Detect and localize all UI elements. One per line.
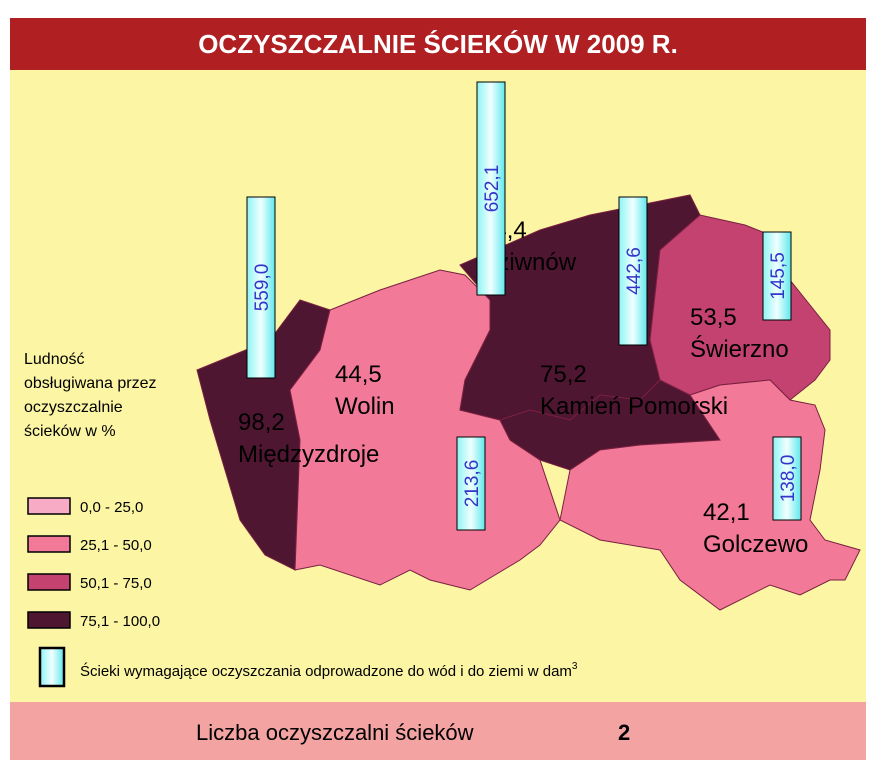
bar-value: 213,6 [462, 460, 483, 508]
region-name: Golczewo [703, 531, 808, 558]
bar-value: 652,1 [482, 165, 503, 213]
bar [476, 81, 506, 296]
bar-value: 442,6 [624, 247, 645, 295]
region-value: 53,5 [690, 304, 737, 331]
note-sup: 3 [572, 661, 578, 672]
bar-value: 559,0 [252, 264, 273, 312]
legend-label: 0,0 - 25,0 [80, 499, 143, 516]
legend-label: 75,1 - 100,0 [80, 613, 160, 630]
region-value: 44,5 [335, 361, 382, 388]
region-value: 42,1 [703, 499, 750, 526]
region-value: 75,2 [540, 361, 587, 388]
bar-value: 138,0 [778, 455, 799, 503]
legend-bar-note: Ścieki wymagające oczyszczania odprowadz… [80, 661, 578, 680]
bar [246, 196, 276, 379]
note-text: Ścieki wymagające oczyszczania odprowadz… [80, 662, 572, 680]
legend-label: 50,1 - 75,0 [80, 575, 152, 592]
region-value: 98,2 [238, 409, 285, 436]
region-name: Wolin [335, 393, 395, 420]
footer: Liczba oczyszczalni ścieków 2 [10, 702, 866, 760]
legend-swatch [27, 535, 71, 553]
legend-swatch [27, 497, 71, 515]
region-name: Świerzno [690, 335, 789, 363]
bar [618, 196, 648, 346]
legend-swatch [27, 611, 71, 629]
footer-label: Liczba oczyszczalni ścieków [196, 720, 474, 745]
bar [772, 436, 802, 521]
bar [762, 231, 792, 321]
legend-title: Ludność obsługiwana przez oczyszczalnie … [24, 351, 157, 440]
legend-swatch [27, 573, 71, 591]
region-name: Międzyzdroje [238, 441, 379, 468]
region [649, 214, 831, 401]
title: OCZYSZCZALNIE ŚCIEKÓW W 2009 R. [10, 18, 866, 70]
footer-value: 2 [618, 720, 631, 745]
legend-label: 25,1 - 50,0 [80, 537, 152, 554]
region-name: Kamień Pomorski [540, 393, 728, 420]
legend-bar-swatch [38, 646, 66, 688]
bar [456, 436, 486, 531]
bar-value: 145,5 [768, 252, 789, 300]
